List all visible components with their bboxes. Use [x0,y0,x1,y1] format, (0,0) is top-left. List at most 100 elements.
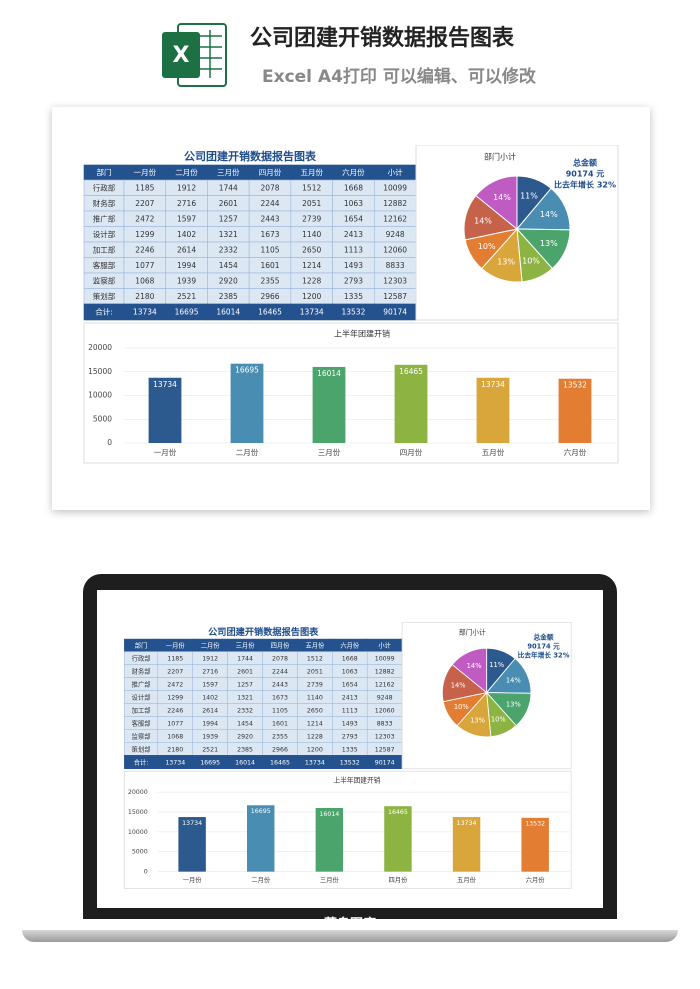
x-tick-label: 四月份 [400,447,423,457]
cell-text: 12882 [375,668,395,675]
bar-title: 上半年团建开销 [334,329,390,339]
pie-label: 14% [467,662,482,670]
cell-text: 1185 [135,183,154,192]
bar-value: 13532 [563,381,587,390]
pie-label: 13% [540,239,558,248]
bar-title: 上半年团建开销 [334,775,381,784]
cell-text: 13532 [341,308,365,317]
cell-text: 16014 [216,308,240,317]
y-tick-label: 10000 [128,829,148,836]
pie-label: 13% [470,716,485,724]
cell-text: 2650 [302,245,321,254]
cell-text: 2521 [202,746,218,753]
pie-annotation: 90174 元 [527,643,560,651]
cell-text: 2207 [167,668,183,675]
y-tick-label: 5000 [132,849,148,856]
cell-text: 2355 [260,276,279,285]
x-tick-label: 二月份 [236,447,259,457]
x-tick-label: 一月份 [154,447,177,457]
cell-text: 1454 [219,261,238,270]
cell-text: 客服部 [132,718,151,727]
pie-panel [401,622,572,770]
cell-text: 12060 [375,707,395,714]
cell-text: 16465 [258,308,282,317]
cell-text: 1597 [202,681,218,688]
cell-text: 9248 [386,230,405,239]
cell-text: 1601 [272,720,288,727]
x-tick-label: 一月份 [183,875,203,884]
x-tick-label: 六月份 [564,447,587,457]
y-tick-label: 0 [107,438,112,447]
cell-text: 监察部 [132,731,151,740]
cell-text: 六月份 [340,641,360,650]
cell-text: 2244 [272,668,288,675]
bar-value: 16695 [251,808,271,815]
cell-text: 2332 [219,245,238,254]
cell-text: 1299 [135,230,154,239]
cell-text: 12587 [375,746,395,753]
cell-text: 1063 [344,199,363,208]
cell-text: 90174 [383,308,407,317]
cell-text: 2716 [177,199,196,208]
cell-text: 1912 [177,183,196,192]
cell-text: 2246 [135,245,154,254]
pie-label: 10% [522,257,540,266]
table-title: 公司团建开销数据报告图表 [184,149,317,163]
cell-text: 1200 [302,292,321,301]
cell-text: 1939 [202,733,218,740]
cell-text: 二月份 [175,167,198,177]
cell-text: 2793 [344,276,363,285]
cell-text: 1200 [307,746,323,753]
cell-text: 小计 [388,167,403,177]
cell-text: 1185 [167,655,183,662]
bar-panel [123,770,572,889]
cell-text: 12060 [383,245,407,254]
cell-text: 1912 [202,655,218,662]
cell-text: 2650 [307,707,323,714]
bar [312,366,346,443]
pie-label: 14% [506,676,521,684]
svg-text:X: X [173,43,190,68]
cell-text: 合计: [134,757,149,766]
cell-text: 1668 [344,183,363,192]
cell-text: 1105 [260,245,279,254]
bar-value: 13734 [457,820,477,827]
cell-text: 12882 [383,199,407,208]
cell-text: 1335 [344,292,363,301]
cell-text: 1994 [177,261,196,270]
bar-value: 13532 [525,821,545,828]
cell-text: 1228 [302,276,321,285]
cell-text: 2207 [135,199,154,208]
cell-text: 设计部 [132,692,151,701]
bar-value: 16695 [235,366,259,375]
cell-text: 1654 [342,681,358,688]
cell-text: 1994 [202,720,218,727]
cell-text: 行政部 [132,653,151,662]
pie-annotation: 总金额 [573,158,597,168]
pie-slice [451,647,488,694]
cell-text: 1228 [307,733,323,740]
cell-text: 1493 [342,720,358,727]
cell-text: 1335 [342,746,358,753]
cell-text: 1068 [135,276,154,285]
cell-text: 五月份 [305,641,325,650]
cell-text: 财务部 [132,666,151,675]
cell-text: 加工部 [132,705,151,714]
cell-text: 1601 [260,261,279,270]
bar-value: 13734 [182,820,202,827]
pie-label: 13% [506,701,521,709]
cell-text: 2385 [237,746,253,753]
cell-text: 12162 [375,681,395,688]
bar [178,817,206,872]
cell-text: 1214 [302,261,321,270]
pie-label: 14% [474,216,492,225]
pie-label: 11% [520,192,538,201]
cell-text: 三月份 [236,641,256,650]
pie-annotation: 比去年增长 32% [554,180,616,190]
cell-text: 加工部 [93,244,116,254]
cell-text: 五月份 [300,167,323,177]
cell-text: 1140 [302,230,321,239]
bar-value: 16014 [317,369,341,378]
title: 公司团建开销数据报告图表 [250,26,515,51]
